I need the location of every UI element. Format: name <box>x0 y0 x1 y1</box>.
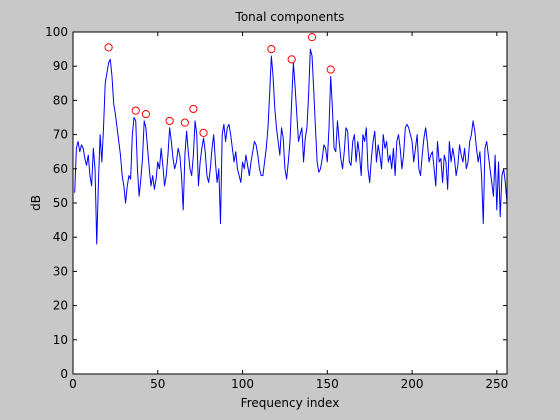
tonal-component-marker <box>189 104 198 114</box>
x-tick-label: 100 <box>231 377 254 391</box>
y-tick-label: 40 <box>53 230 68 244</box>
y-axis: 0 10 20 30 40 50 60 70 80 90 100 <box>45 25 507 381</box>
x-axis-label: Frequency index <box>241 396 340 410</box>
plot-area <box>74 33 508 245</box>
y-tick-label: 50 <box>53 196 68 210</box>
y-tick-label: 60 <box>53 162 68 176</box>
tonal-component-marker <box>165 116 174 126</box>
tonal-component-marker <box>307 33 317 42</box>
tonal-component-marker <box>326 65 335 74</box>
x-tick-label: 200 <box>401 377 424 391</box>
y-tick-label: 70 <box>53 128 68 142</box>
y-axis-label: dB <box>29 195 43 211</box>
y-tick-label: 90 <box>53 59 68 73</box>
tonal-component-marker <box>267 45 276 54</box>
tonal-component-marker <box>287 55 296 64</box>
tonal-component-marker <box>131 106 140 115</box>
y-tick-label: 30 <box>53 264 68 278</box>
tonal-component-marker <box>104 43 113 52</box>
x-tick-label: 50 <box>150 377 165 391</box>
chart-title: Tonal components <box>235 10 345 24</box>
y-tick-label: 0 <box>60 367 68 381</box>
x-tick-label: 150 <box>316 377 339 391</box>
tonal-component-marker <box>180 118 189 127</box>
y-tick-label: 80 <box>53 93 68 107</box>
tonal-component-marker <box>199 128 208 137</box>
y-tick-label: 20 <box>53 299 68 313</box>
y-tick-label: 100 <box>45 25 68 39</box>
x-axis: 0 50 100 150 200 250 <box>69 32 508 391</box>
spectrum-line <box>74 48 508 245</box>
tonal-component-marker <box>141 109 150 119</box>
x-tick-label: 0 <box>69 377 77 391</box>
axes-background <box>73 32 507 374</box>
x-tick-label: 250 <box>485 377 508 391</box>
y-tick-label: 10 <box>53 333 68 347</box>
